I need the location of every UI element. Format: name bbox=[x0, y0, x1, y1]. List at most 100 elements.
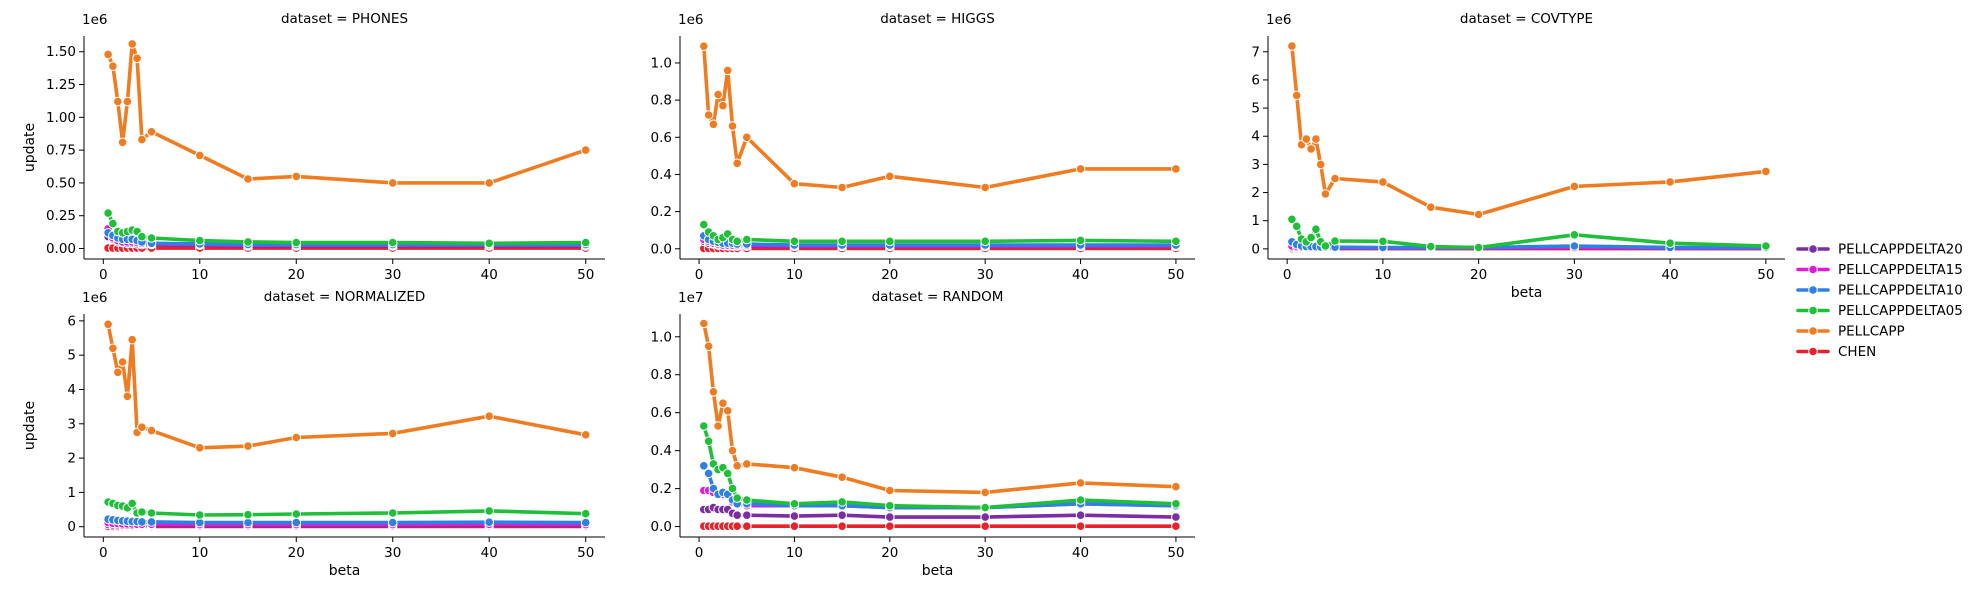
legend-marker bbox=[1808, 346, 1818, 357]
series-line bbox=[106, 322, 588, 450]
data-point bbox=[484, 178, 495, 188]
y-tick-label: 6 bbox=[1251, 72, 1260, 88]
series-line bbox=[701, 321, 1178, 495]
data-point bbox=[1291, 221, 1302, 232]
data-point bbox=[732, 493, 743, 503]
y-tick-label: 2 bbox=[1251, 185, 1260, 201]
y-tick-label: 0.2 bbox=[651, 481, 672, 497]
data-point bbox=[484, 238, 495, 249]
series-pellcappdelta05 bbox=[103, 208, 591, 249]
y-tick-label: 1.0 bbox=[651, 329, 672, 345]
y-tick-label: 1.00 bbox=[46, 110, 76, 126]
data-point bbox=[1426, 202, 1436, 212]
data-point bbox=[195, 510, 205, 520]
axis-offset-label: 1e6 bbox=[82, 290, 107, 306]
data-point bbox=[1569, 230, 1580, 240]
x-axis-label: beta bbox=[329, 563, 361, 579]
x-tick-label: 20 bbox=[1470, 267, 1487, 283]
data-point bbox=[732, 236, 743, 247]
axis-offset-label: 1e6 bbox=[678, 12, 703, 28]
data-point bbox=[108, 343, 118, 354]
data-point bbox=[708, 119, 719, 130]
legend-label: PELLCAPPDELTA20 bbox=[1838, 242, 1963, 258]
y-tick-label: 0.8 bbox=[651, 93, 672, 109]
data-point bbox=[137, 507, 147, 517]
data-point bbox=[885, 485, 895, 496]
data-point bbox=[1171, 164, 1181, 174]
data-point bbox=[789, 511, 800, 521]
legend-label: PELLCAPPDELTA05 bbox=[1838, 303, 1963, 319]
facet-panel: dataset = PHONES 1e6 0.00 0.25 0.50 0.75 1.00 1… bbox=[22, 11, 605, 283]
data-point bbox=[1075, 164, 1086, 174]
data-point bbox=[1761, 166, 1771, 177]
data-point bbox=[291, 237, 302, 248]
data-point bbox=[980, 182, 991, 193]
data-point bbox=[243, 237, 253, 247]
data-point bbox=[722, 406, 733, 416]
series-pellcappdelta20 bbox=[699, 502, 1181, 522]
y-tick-label: 0.8 bbox=[651, 367, 672, 383]
data-point bbox=[580, 508, 591, 519]
data-point bbox=[127, 334, 137, 345]
data-point bbox=[243, 517, 253, 528]
data-point bbox=[387, 517, 398, 528]
data-point bbox=[1665, 177, 1675, 187]
y-tick-label: 6 bbox=[67, 313, 76, 329]
legend-entry: PELLCAPPDELTA05 bbox=[1796, 303, 1963, 319]
y-tick-label: 0 bbox=[67, 519, 76, 535]
data-point bbox=[837, 182, 847, 193]
data-point bbox=[713, 89, 723, 100]
legend-label: CHEN bbox=[1838, 344, 1876, 360]
data-point bbox=[137, 517, 147, 527]
data-point bbox=[699, 461, 709, 471]
x-tick-label: 20 bbox=[288, 545, 305, 561]
axis-offset-label: 1e7 bbox=[678, 290, 703, 306]
data-point bbox=[727, 121, 738, 131]
y-tick-label: 5 bbox=[1251, 101, 1260, 117]
y-tick-label: 0.4 bbox=[651, 167, 672, 183]
data-point bbox=[885, 512, 895, 522]
y-tick-label: 0.4 bbox=[651, 443, 672, 459]
data-point bbox=[387, 237, 398, 248]
data-point bbox=[1378, 236, 1388, 247]
data-point bbox=[580, 145, 591, 155]
series-pellcappdelta05 bbox=[699, 219, 1181, 247]
series-pellcapp bbox=[699, 41, 1181, 193]
panel-title: dataset = PHONES bbox=[281, 11, 408, 27]
data-point bbox=[127, 39, 137, 49]
x-tick-label: 30 bbox=[1566, 267, 1583, 283]
data-point bbox=[122, 391, 133, 402]
y-tick-label: 0.75 bbox=[46, 143, 76, 159]
data-point bbox=[243, 509, 253, 520]
data-point bbox=[1330, 173, 1340, 184]
x-tick-label: 30 bbox=[384, 267, 401, 283]
series-pellcappdelta05 bbox=[103, 497, 591, 520]
y-tick-label: 0.25 bbox=[46, 208, 76, 224]
data-point bbox=[1569, 181, 1580, 192]
y-tick-label: 5 bbox=[67, 348, 76, 364]
x-tick-label: 0 bbox=[99, 545, 108, 561]
data-point bbox=[1311, 134, 1321, 144]
y-tick-label: 1 bbox=[67, 485, 76, 501]
data-point bbox=[718, 100, 728, 111]
data-point bbox=[146, 425, 157, 436]
y-tick-label: 0 bbox=[1251, 241, 1260, 257]
x-tick-label: 0 bbox=[695, 267, 704, 283]
x-tick-label: 30 bbox=[977, 545, 994, 561]
data-point bbox=[1426, 241, 1436, 252]
data-point bbox=[1171, 512, 1181, 522]
x-tick-label: 10 bbox=[1374, 267, 1391, 283]
data-point bbox=[146, 127, 157, 137]
series-line bbox=[106, 517, 588, 525]
data-point bbox=[837, 472, 847, 483]
data-point bbox=[703, 468, 714, 479]
data-point bbox=[291, 509, 302, 519]
data-point bbox=[742, 459, 752, 469]
y-tick-label: 3 bbox=[67, 416, 76, 432]
data-point bbox=[885, 171, 895, 182]
data-point bbox=[1569, 241, 1580, 251]
y-tick-label: 7 bbox=[1251, 44, 1260, 60]
panel-title: dataset = COVTYPE bbox=[1460, 11, 1593, 27]
data-point bbox=[1075, 235, 1086, 246]
data-point bbox=[980, 236, 991, 247]
